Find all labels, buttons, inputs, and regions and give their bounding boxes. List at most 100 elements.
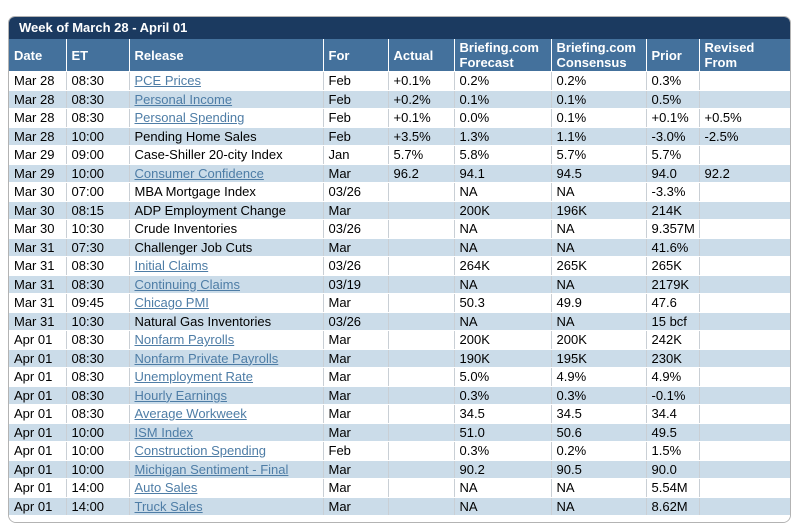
cell-consensus: 195K [551,349,647,368]
cell-revised-from [699,367,790,387]
cell-consensus: 265K [551,256,647,276]
cell-actual: +0.1% [388,71,455,91]
cell-date: Apr 01 [9,330,67,350]
cell-date: Mar 28 [9,108,67,128]
cell-date: Mar 29 [9,164,67,183]
cell-prior: 8.62M [646,497,700,516]
table-row: Mar 29 09:00 Case-Shiller 20-city Index … [9,145,790,165]
release-link[interactable]: Nonfarm Private Payrolls [134,350,279,366]
cell-consensus: 0.2% [551,71,647,91]
cell-et: 08:30 [66,90,130,109]
release-link[interactable]: ISM Index [134,424,194,440]
cell-prior: 5.54M [646,478,700,498]
col-header-date: Date [9,39,67,72]
cell-prior: -3.3% [646,182,700,202]
release-link[interactable]: Hourly Earnings [134,387,228,403]
cell-prior: 0.3% [646,71,700,91]
cell-et: 10:30 [66,219,130,239]
release-link[interactable]: PCE Prices [134,73,201,89]
cell-for: Mar [323,349,389,368]
release-link[interactable]: Average Workweek [134,406,247,422]
cell-for: 03/26 [323,182,389,202]
cell-release: Challenger Job Cuts [129,238,324,257]
cell-consensus: 50.6 [551,423,647,442]
cell-actual [388,441,455,461]
release-link[interactable]: Personal Income [134,91,233,107]
cell-forecast: 190K [454,349,552,368]
release-link[interactable]: Personal Spending [134,110,245,126]
cell-forecast: NA [454,312,552,331]
cell-for: Mar [323,367,389,387]
cell-actual [388,312,455,331]
cell-et: 07:00 [66,182,130,202]
cell-revised-from [699,238,790,257]
release-link[interactable]: Consumer Confidence [134,165,264,181]
cell-prior: 230K [646,349,700,368]
cell-forecast: 200K [454,201,552,220]
table-row: Apr 01 08:30 Unemployment Rate Mar 5.0% … [9,367,790,387]
cell-revised-from: -2.5% [699,127,790,146]
cell-for: Mar [323,386,389,405]
col-header-actual: Actual [388,39,455,72]
release-link[interactable]: Continuing Claims [134,276,241,292]
cell-forecast: 94.1 [454,164,552,183]
cell-for: Mar [323,460,389,479]
cell-revised-from [699,349,790,368]
cell-date: Apr 01 [9,367,67,387]
cell-revised-from [699,256,790,276]
cell-prior: 2179K [646,275,700,294]
cell-actual: +3.5% [388,127,455,146]
cell-date: Mar 28 [9,71,67,91]
cell-consensus: 200K [551,330,647,350]
release-label: Pending Home Sales [134,128,257,144]
table-row: Mar 28 08:30 PCE Prices Feb +0.1% 0.2% 0… [9,71,790,91]
table-row: Mar 28 10:00 Pending Home Sales Feb +3.5… [9,127,790,146]
release-link[interactable]: Michigan Sentiment - Final [134,461,289,477]
cell-et: 14:00 [66,497,130,516]
cell-et: 10:00 [66,441,130,461]
cell-et: 09:45 [66,293,130,313]
release-link[interactable]: Construction Spending [134,443,267,459]
table-row: Apr 01 14:00 Truck Sales Mar NA NA 8.62M [9,497,790,516]
cell-revised-from [699,145,790,165]
release-link[interactable]: Truck Sales [134,498,203,514]
release-link[interactable]: Auto Sales [134,480,198,496]
release-link[interactable]: Initial Claims [134,258,209,274]
release-link[interactable]: Chicago PMI [134,295,209,311]
cell-prior: 90.0 [646,460,700,479]
cell-forecast: 51.0 [454,423,552,442]
calendar-rows: Mar 28 08:30 PCE Prices Feb +0.1% 0.2% 0… [9,71,790,516]
cell-et: 07:30 [66,238,130,257]
cell-prior: 9.357M [646,219,700,239]
release-label: Case-Shiller 20-city Index [134,147,283,163]
cell-et: 08:30 [66,71,130,91]
cell-consensus: NA [551,497,647,516]
table-row: Mar 29 10:00 Consumer Confidence Mar 96.… [9,164,790,183]
cell-date: Mar 31 [9,293,67,313]
cell-date: Apr 01 [9,441,67,461]
cell-revised-from [699,275,790,294]
cell-consensus: 49.9 [551,293,647,313]
cell-for: Feb [323,71,389,91]
release-link[interactable]: Unemployment Rate [134,369,254,385]
release-label: MBA Mortgage Index [134,184,256,200]
cell-date: Mar 31 [9,256,67,276]
calendar-table: Date ET Release For Actual Briefing.com … [9,39,790,516]
table-row: Mar 31 08:30 Continuing Claims 03/19 NA … [9,275,790,294]
cell-date: Mar 29 [9,145,67,165]
cell-actual: +0.1% [388,108,455,128]
cell-actual [388,293,455,313]
cell-actual [388,275,455,294]
cell-release: Continuing Claims [129,275,324,294]
cell-release: MBA Mortgage Index [129,182,324,202]
release-link[interactable]: Nonfarm Payrolls [134,332,235,348]
cell-et: 08:30 [66,108,130,128]
cell-date: Mar 30 [9,219,67,239]
release-label: Challenger Job Cuts [134,239,253,255]
cell-prior: 41.6% [646,238,700,257]
cell-for: Feb [323,90,389,109]
cell-revised-from [699,441,790,461]
cell-date: Mar 30 [9,182,67,202]
table-row: Mar 28 08:30 Personal Spending Feb +0.1%… [9,108,790,128]
cell-release: Crude Inventories [129,219,324,239]
